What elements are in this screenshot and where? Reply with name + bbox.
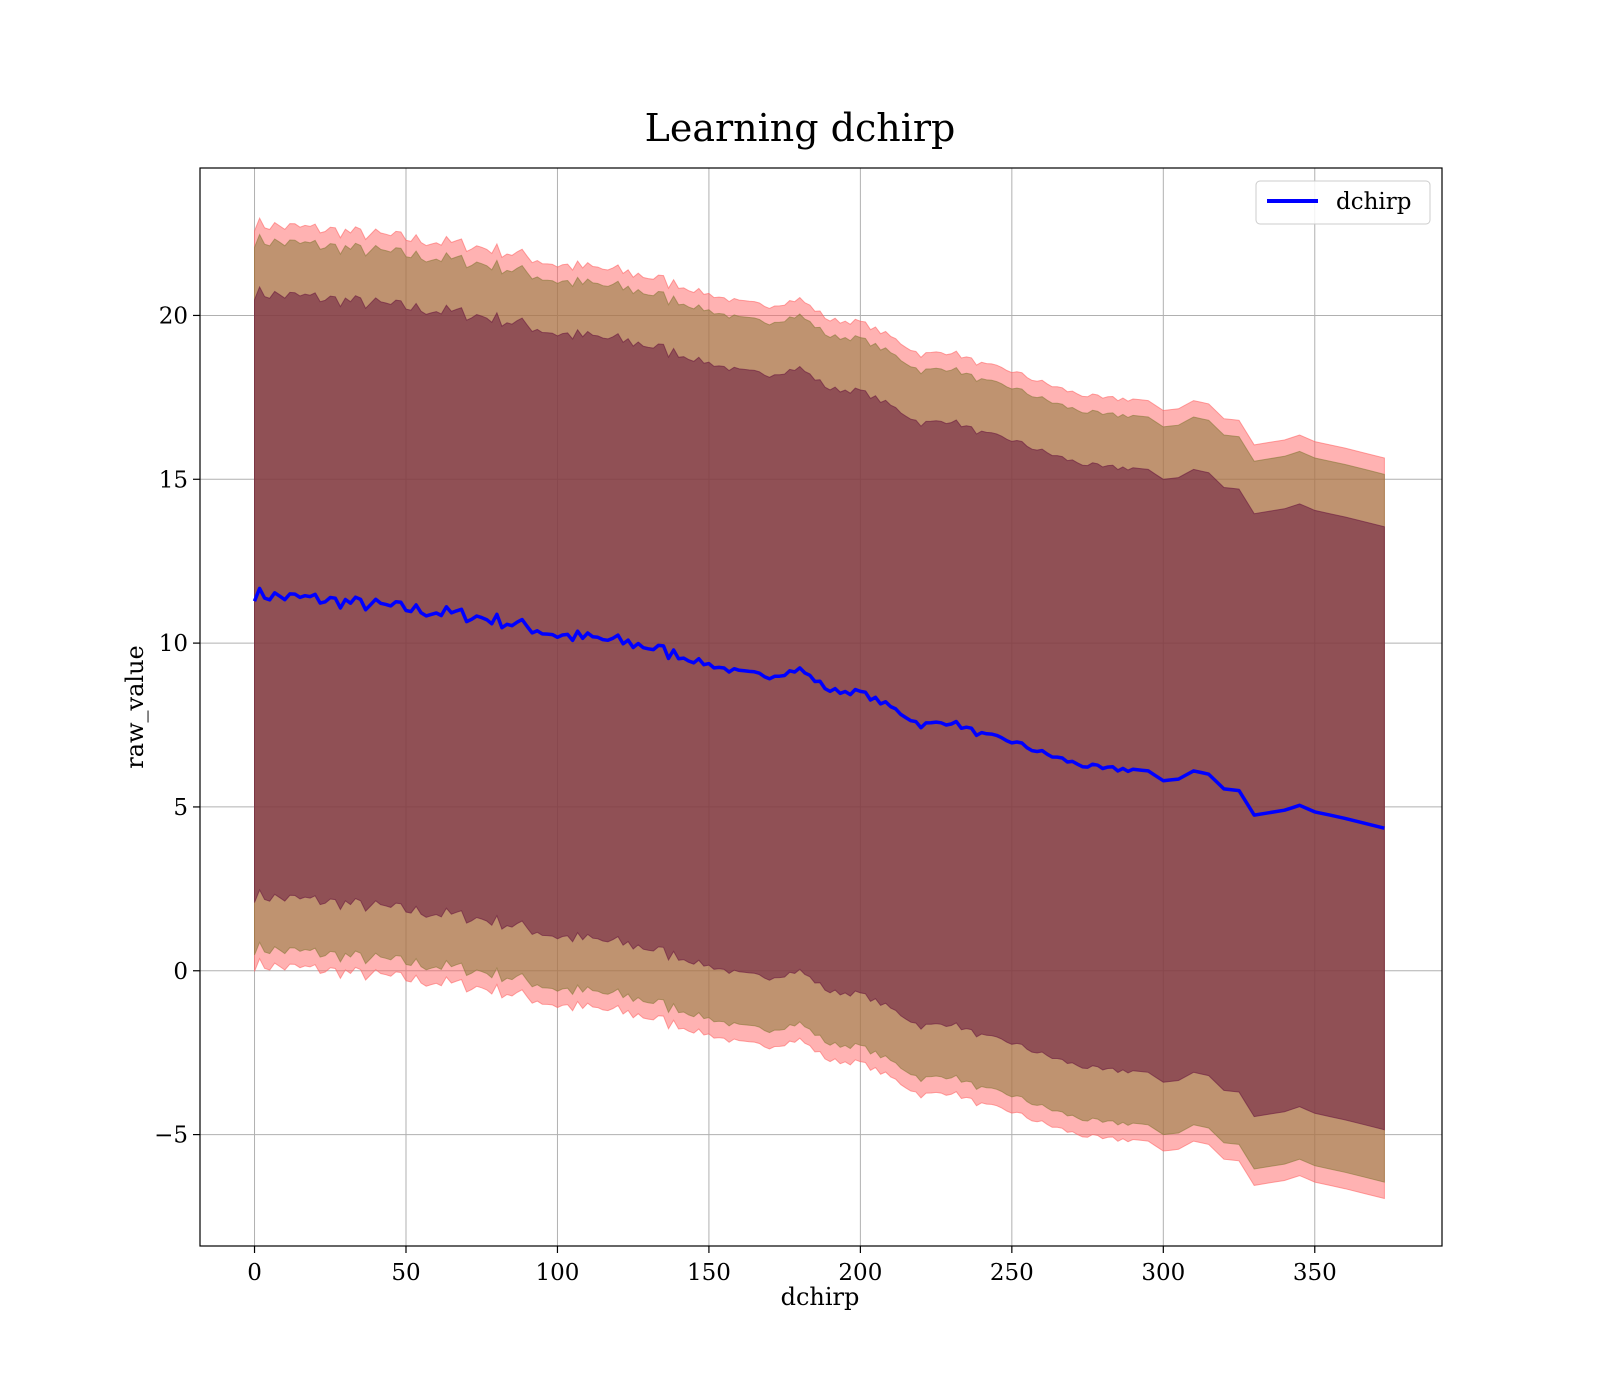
chart-title: Learning dchirp: [645, 106, 956, 150]
y-tick-label: 10: [159, 631, 188, 657]
y-axis-label: raw_value: [121, 645, 149, 769]
x-tick-label: 200: [838, 1260, 882, 1286]
series-line-dchirp: [252, 586, 1385, 830]
x-tick-label: 150: [687, 1260, 731, 1286]
x-tick-label: 50: [391, 1260, 420, 1286]
y-tick-label: 20: [159, 303, 188, 329]
legend: dchirp: [1255, 180, 1431, 225]
mean-line-layer: [252, 586, 1385, 830]
y-tick-label: −5: [154, 1123, 188, 1149]
y-axis-ticks: −5 0 5 10 15 20: [154, 303, 200, 1149]
x-axis-label: dchirp: [781, 1283, 860, 1311]
x-tick-label: 350: [1293, 1260, 1337, 1286]
x-tick-label: 250: [990, 1260, 1034, 1286]
legend-label-dchirp: dchirp: [1336, 189, 1412, 215]
band-inner: [254, 285, 1385, 1131]
x-axis-ticks: 0 50 100 150 200 250 300 350: [247, 1246, 1337, 1286]
legend-box: [1255, 180, 1431, 225]
plot-frame: [199, 167, 1443, 1247]
x-tick-label: 300: [1141, 1260, 1185, 1286]
confidence-bands: [254, 217, 1385, 1200]
x-tick-label: 0: [247, 1260, 262, 1286]
y-tick-label: 0: [173, 959, 188, 985]
y-tick-label: 15: [159, 467, 188, 493]
x-tick-label: 100: [536, 1260, 580, 1286]
y-tick-label: 5: [173, 795, 188, 821]
